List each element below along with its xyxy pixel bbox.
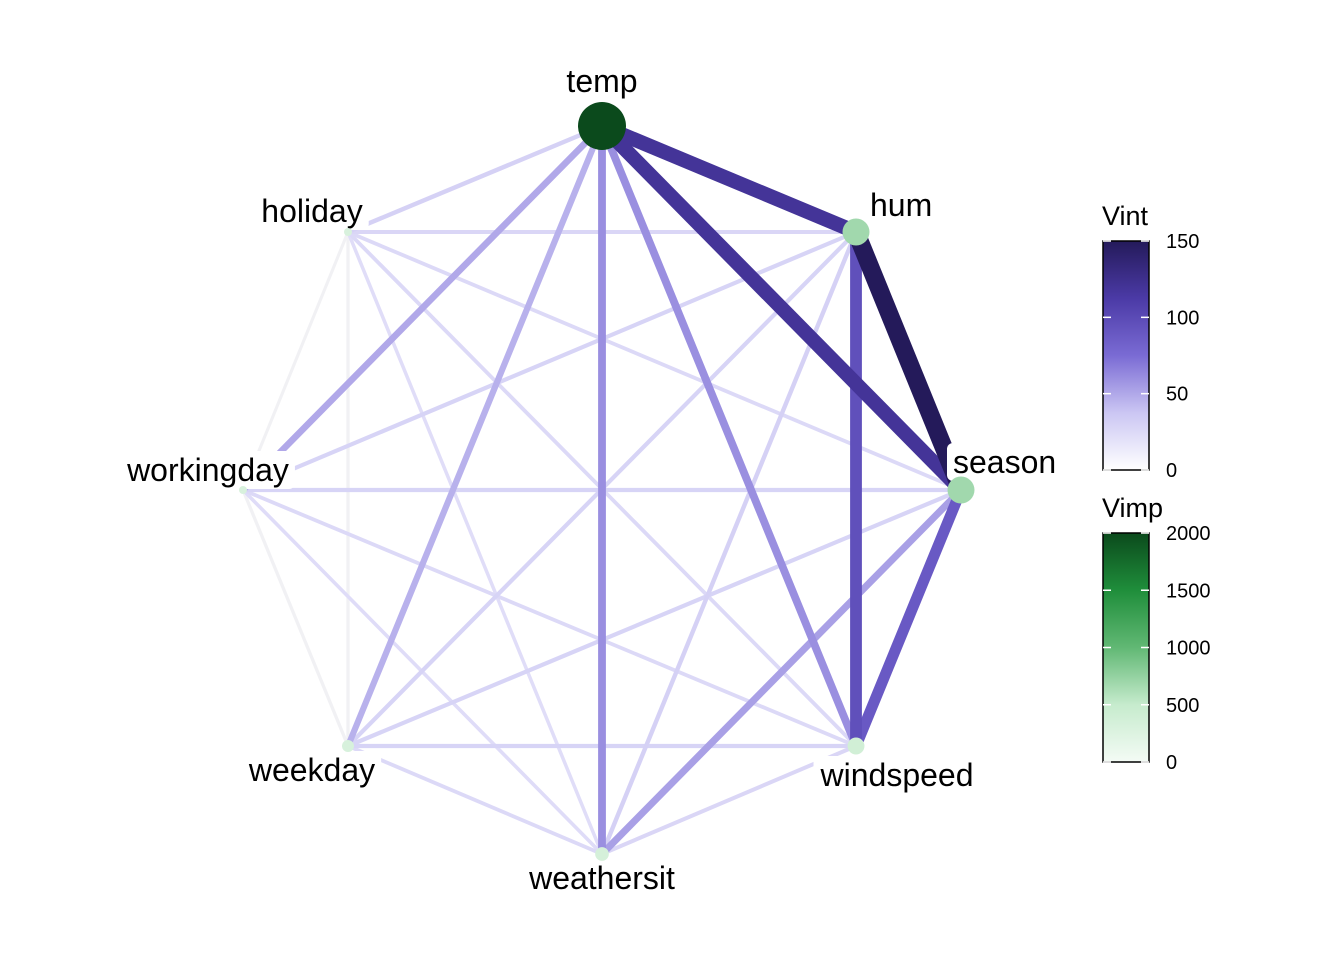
node-label-background (241, 751, 382, 789)
edge-weathersit-weekday (347, 744, 603, 856)
vint-tick-label: 100 (1166, 307, 1199, 329)
vimp-legend-title: Vimp (1102, 493, 1163, 523)
edge-weathersit-holiday (346, 231, 604, 855)
node-weathersit (595, 847, 609, 861)
edge-hum-workingday (242, 230, 857, 492)
labels-layer: temp hum season windspeed weathersit weekday w… (120, 62, 1063, 897)
node-label-weekday: weekday (248, 752, 375, 788)
node-label-group-workingday: workingday (120, 451, 295, 489)
vint-legend: Vint 0 50 100 150 (1102, 201, 1199, 482)
node-label-background (947, 443, 1063, 481)
edge-hum-season (847, 228, 970, 494)
node-label-holiday: holiday (261, 193, 362, 229)
node-label-group-hum: hum (864, 186, 939, 224)
edge-temp-weekday (345, 124, 605, 748)
node-workingday (239, 486, 247, 494)
vint-tick-label: 50 (1166, 384, 1188, 406)
node-label-background (813, 756, 980, 794)
edge-temp-season (596, 120, 967, 496)
node-label-season: season (953, 444, 1056, 480)
edges-layer (240, 119, 970, 857)
node-label-background (255, 192, 369, 230)
vimp-tick-label: 1500 (1166, 580, 1211, 602)
node-windspeed (847, 737, 865, 755)
node-label-group-weathersit: weathersit (522, 859, 682, 897)
node-label-background (522, 859, 682, 897)
node-label-background (120, 451, 295, 489)
edge-workingday-holiday (241, 231, 350, 491)
node-label-group-weekday: weekday (241, 751, 382, 789)
node-label-group-season: season (947, 443, 1063, 481)
node-label-workingday: workingday (126, 452, 289, 488)
vimp-tick-label: 2000 (1166, 523, 1211, 545)
node-label-hum: hum (870, 187, 932, 223)
node-label-group-temp: temp (560, 62, 644, 100)
edge-season-weathersit (599, 487, 964, 857)
node-weekday (342, 740, 354, 752)
node-hum (842, 218, 870, 246)
node-label-temp: temp (566, 63, 637, 99)
vimp-tick-label: 0 (1166, 752, 1177, 774)
node-label-weathersit: weathersit (528, 860, 675, 896)
node-label-windspeed: windspeed (820, 757, 974, 793)
edge-weekday-workingday (241, 489, 350, 747)
edge-season-windspeed (850, 487, 967, 749)
edge-temp-workingday (240, 123, 605, 493)
vimp-tick-label: 1000 (1166, 638, 1211, 660)
node-temp (578, 102, 626, 150)
edge-temp-hum (599, 119, 859, 239)
edge-temp-windspeed (598, 124, 860, 748)
vimp-tick-label: 500 (1166, 695, 1199, 717)
vimp-legend: Vimp 0 500 1000 1500 2000 (1102, 493, 1211, 774)
node-label-background (864, 186, 939, 224)
vint-tick-label: 0 (1166, 460, 1177, 482)
node-label-background (560, 62, 644, 100)
nodes-layer (239, 102, 975, 861)
vint-tick-label: 150 (1166, 231, 1199, 253)
vint-legend-title: Vint (1102, 201, 1149, 231)
edge-temp-holiday (347, 123, 603, 235)
node-label-group-holiday: holiday (255, 192, 369, 230)
node-holiday (344, 228, 352, 236)
node-label-group-windspeed: windspeed (813, 756, 980, 794)
node-season (947, 476, 975, 504)
vint-colorbar (1102, 240, 1150, 471)
